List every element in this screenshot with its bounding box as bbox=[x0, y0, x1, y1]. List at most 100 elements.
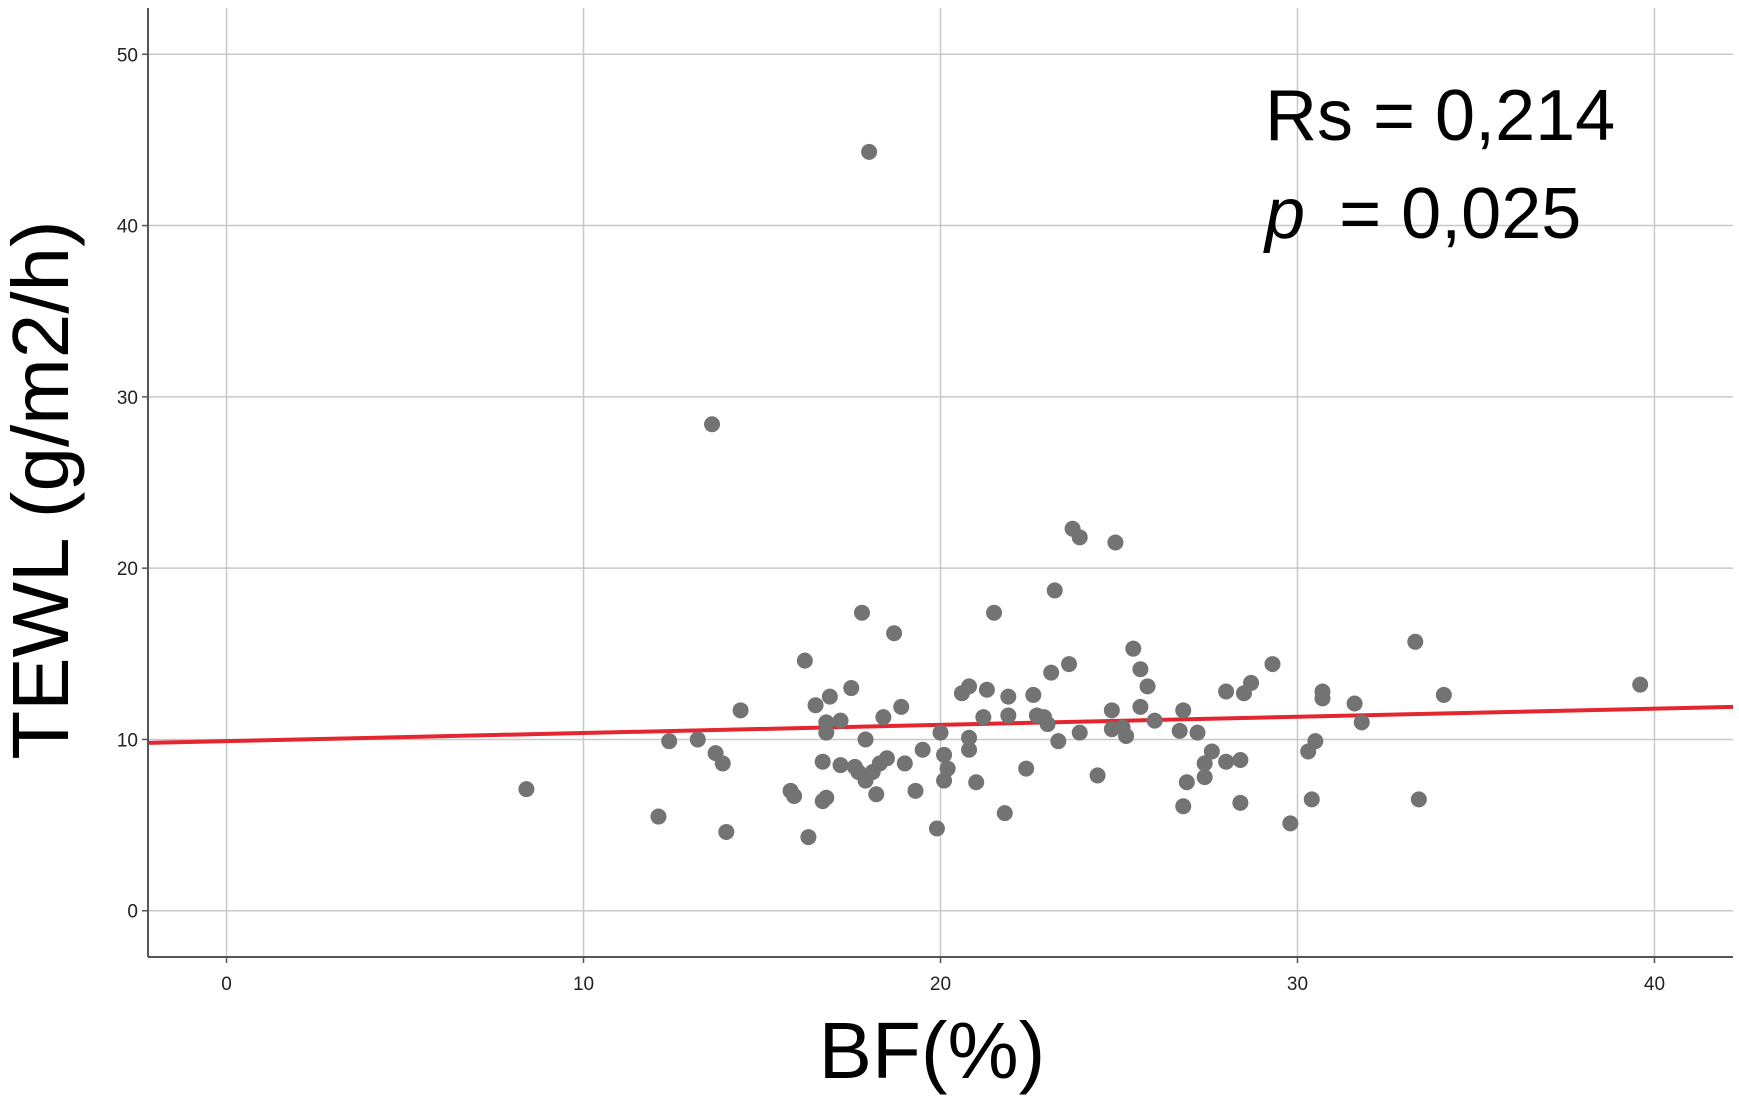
data-point bbox=[689, 731, 706, 748]
data-point bbox=[932, 724, 949, 741]
data-point bbox=[832, 757, 849, 774]
y-axis-title: TEWL (g/m2/h) bbox=[0, 220, 85, 759]
data-point bbox=[1307, 733, 1324, 750]
data-point bbox=[732, 702, 749, 719]
data-point bbox=[818, 789, 835, 806]
data-point bbox=[875, 709, 892, 726]
data-point bbox=[1218, 683, 1235, 700]
data-point bbox=[704, 416, 721, 433]
data-point bbox=[1061, 656, 1078, 673]
data-point bbox=[1071, 529, 1088, 546]
data-point bbox=[878, 750, 895, 767]
data-point bbox=[939, 760, 956, 777]
data-point bbox=[1189, 724, 1206, 741]
data-point bbox=[975, 709, 992, 726]
y-tick-label: 50 bbox=[117, 45, 138, 66]
data-point bbox=[1050, 733, 1067, 750]
data-point bbox=[714, 755, 731, 772]
data-point bbox=[843, 680, 860, 697]
rs-annotation: Rs = 0,214 bbox=[1265, 76, 1615, 156]
grid-layer bbox=[148, 8, 1733, 957]
data-point bbox=[818, 724, 835, 741]
data-point bbox=[1353, 714, 1370, 731]
data-point bbox=[886, 625, 903, 642]
data-point bbox=[1132, 698, 1149, 715]
data-point bbox=[1125, 640, 1142, 657]
data-point bbox=[1314, 683, 1331, 700]
data-point bbox=[928, 820, 945, 837]
p-value: = 0,025 bbox=[1339, 174, 1581, 254]
data-point bbox=[961, 729, 978, 746]
data-point bbox=[961, 678, 978, 695]
data-point bbox=[1346, 695, 1363, 712]
x-tick-label: 30 bbox=[1287, 974, 1308, 995]
tick-label-layer: 0 10 20 30 40 0 10 20 30 40 50 bbox=[117, 45, 1665, 995]
data-point bbox=[661, 733, 678, 750]
data-point bbox=[1282, 815, 1299, 832]
data-point bbox=[1232, 752, 1249, 769]
data-point bbox=[807, 697, 824, 714]
y-tick-label: 20 bbox=[117, 559, 138, 580]
data-point bbox=[1107, 534, 1124, 551]
data-point bbox=[1146, 712, 1163, 729]
axis-layer bbox=[142, 8, 1733, 963]
data-point bbox=[986, 604, 1003, 621]
y-tick-label: 0 bbox=[127, 902, 138, 923]
data-point bbox=[718, 823, 735, 840]
data-point bbox=[1178, 774, 1195, 791]
data-point bbox=[1118, 728, 1135, 745]
data-point bbox=[1232, 794, 1249, 811]
y-tick-label: 30 bbox=[117, 388, 138, 409]
data-point bbox=[650, 808, 667, 825]
data-point bbox=[978, 681, 995, 698]
data-point bbox=[821, 688, 838, 705]
data-point bbox=[1046, 582, 1063, 599]
p-symbol: p bbox=[1263, 174, 1305, 254]
data-point bbox=[1025, 686, 1042, 703]
data-point bbox=[1175, 798, 1192, 815]
data-point bbox=[896, 755, 913, 772]
data-point bbox=[1218, 753, 1235, 770]
data-point bbox=[1632, 676, 1649, 693]
data-point bbox=[996, 805, 1013, 822]
data-point bbox=[1171, 722, 1188, 739]
data-point bbox=[1203, 743, 1220, 760]
x-tick-label: 20 bbox=[930, 974, 951, 995]
data-point bbox=[1132, 661, 1149, 678]
data-point bbox=[1243, 674, 1260, 691]
data-point bbox=[1039, 716, 1056, 733]
p-annotation: p = 0,025 bbox=[1263, 174, 1581, 254]
data-point bbox=[832, 712, 849, 729]
data-point bbox=[961, 741, 978, 758]
x-tick-label: 10 bbox=[573, 974, 594, 995]
data-point bbox=[518, 781, 535, 798]
data-point bbox=[936, 772, 953, 789]
data-point bbox=[868, 786, 885, 803]
data-point bbox=[1196, 769, 1213, 786]
points-layer bbox=[518, 143, 1649, 846]
data-point bbox=[1303, 791, 1320, 808]
data-point bbox=[853, 604, 870, 621]
data-point bbox=[1410, 791, 1427, 808]
data-point bbox=[968, 774, 985, 791]
y-tick-label: 10 bbox=[117, 730, 138, 751]
x-tick-label: 0 bbox=[221, 974, 232, 995]
data-point bbox=[1435, 686, 1452, 703]
data-point bbox=[936, 746, 953, 763]
data-point bbox=[1407, 633, 1424, 650]
x-tick-label: 40 bbox=[1644, 974, 1665, 995]
data-point bbox=[1175, 702, 1192, 719]
data-point bbox=[814, 753, 831, 770]
data-point bbox=[1071, 724, 1088, 741]
data-point bbox=[907, 782, 924, 799]
data-point bbox=[1000, 688, 1017, 705]
data-point bbox=[893, 698, 910, 715]
data-point bbox=[914, 741, 931, 758]
x-axis-title: BF(%) bbox=[819, 1006, 1046, 1095]
data-point bbox=[786, 787, 803, 804]
y-tick-label: 40 bbox=[117, 217, 138, 238]
data-point bbox=[1000, 707, 1017, 724]
data-point bbox=[1196, 755, 1213, 772]
data-point bbox=[1043, 664, 1060, 681]
